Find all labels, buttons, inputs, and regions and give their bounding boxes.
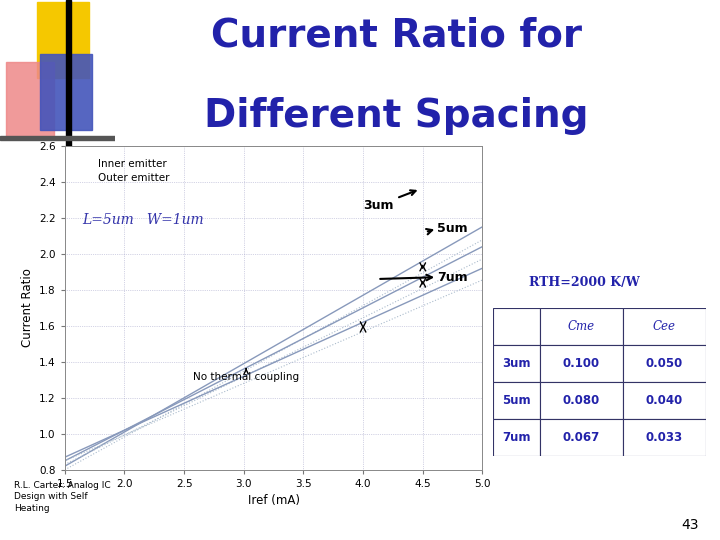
Text: Cme: Cme <box>568 320 595 333</box>
Text: 0.033: 0.033 <box>646 431 683 444</box>
Text: 0.100: 0.100 <box>563 357 600 370</box>
Bar <box>6 62 54 138</box>
Text: 7um: 7um <box>503 431 531 444</box>
Bar <box>40 53 92 130</box>
Bar <box>493 382 540 419</box>
Bar <box>540 345 623 382</box>
Text: Current Ratio for: Current Ratio for <box>210 16 582 54</box>
Text: Inner emitter: Inner emitter <box>98 159 167 169</box>
X-axis label: Iref (mA): Iref (mA) <box>248 495 300 508</box>
Bar <box>540 308 623 345</box>
Bar <box>66 0 71 173</box>
Text: Outer emitter: Outer emitter <box>98 173 170 183</box>
Text: 3um: 3um <box>503 357 531 370</box>
Text: 7um: 7um <box>437 271 468 284</box>
Text: 5um: 5um <box>437 222 468 235</box>
Bar <box>623 419 706 456</box>
Bar <box>623 308 706 345</box>
Text: 0.080: 0.080 <box>563 394 600 407</box>
Bar <box>493 419 540 456</box>
Bar <box>540 419 623 456</box>
Bar <box>540 382 623 419</box>
Text: L=5um   W=1um: L=5um W=1um <box>83 213 204 227</box>
Text: No thermal coupling: No thermal coupling <box>193 369 300 382</box>
Bar <box>493 308 540 345</box>
Y-axis label: Current Ratio: Current Ratio <box>21 268 34 347</box>
Bar <box>623 345 706 382</box>
Bar <box>623 382 706 419</box>
Text: 0.067: 0.067 <box>563 431 600 444</box>
Text: R.L. Carter: Analog IC
Design with Self
Heating: R.L. Carter: Analog IC Design with Self … <box>14 481 111 513</box>
Bar <box>493 345 540 382</box>
Text: Cee: Cee <box>653 320 675 333</box>
Bar <box>37 2 89 78</box>
Text: 3um: 3um <box>363 190 415 212</box>
Text: RTH=2000 K/W: RTH=2000 K/W <box>529 276 640 289</box>
Text: 0.040: 0.040 <box>646 394 683 407</box>
Text: 5um: 5um <box>503 394 531 407</box>
Text: 43: 43 <box>681 518 698 532</box>
Text: Different Spacing: Different Spacing <box>204 97 588 135</box>
Bar <box>0 136 115 140</box>
Text: 0.050: 0.050 <box>646 357 683 370</box>
